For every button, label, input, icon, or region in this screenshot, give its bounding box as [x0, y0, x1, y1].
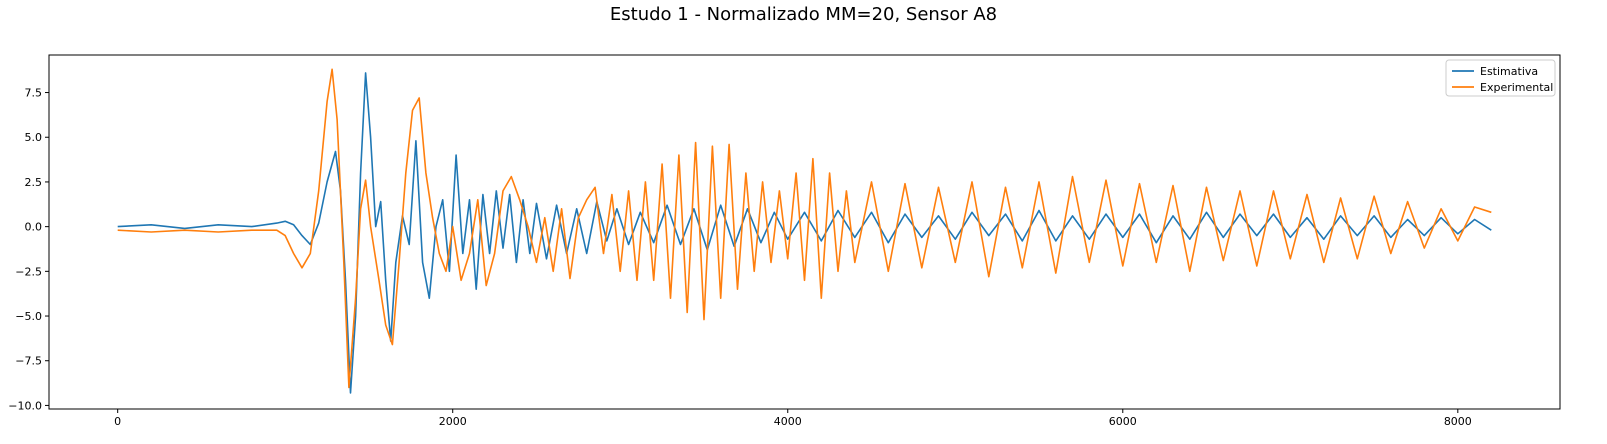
legend-label-experimental: Experimental — [1480, 81, 1553, 94]
series-line-experimental — [117, 68, 1492, 389]
plot-frame — [48, 54, 1561, 410]
x-tick-label: 2000 — [439, 415, 467, 428]
lines-layer — [117, 68, 1492, 394]
x-tick-label: 6000 — [1109, 415, 1137, 428]
y-tick-label: 7.5 — [25, 87, 43, 100]
y-tick-label: −2.5 — [15, 265, 42, 278]
chart-title: Estudo 1 - Normalizado MM=20, Sensor A8 — [609, 4, 998, 25]
y-tick-label: −5.0 — [15, 310, 42, 323]
y-axis: 7.5 5.0 2.5 0.0 −2.5 −5.0 −7.5 −10.0 — [8, 87, 49, 412]
legend-label-estimativa: Estimativa — [1480, 65, 1538, 78]
plot-area — [49, 55, 1560, 409]
y-tick-label: −7.5 — [15, 355, 42, 368]
x-tick-label: 4000 — [774, 415, 802, 428]
x-axis: 0 2000 4000 6000 8000 — [114, 409, 1472, 428]
y-tick-label: −10.0 — [8, 399, 42, 412]
y-tick-label: 2.5 — [25, 176, 43, 189]
y-tick-label: 5.0 — [25, 131, 43, 144]
legend: Estimativa Experimental — [1445, 59, 1556, 97]
x-tick-label: 8000 — [1444, 415, 1472, 428]
y-tick-label: 0.0 — [25, 221, 43, 234]
series-line-estimativa — [117, 72, 1492, 394]
x-tick-label: 0 — [114, 415, 121, 428]
